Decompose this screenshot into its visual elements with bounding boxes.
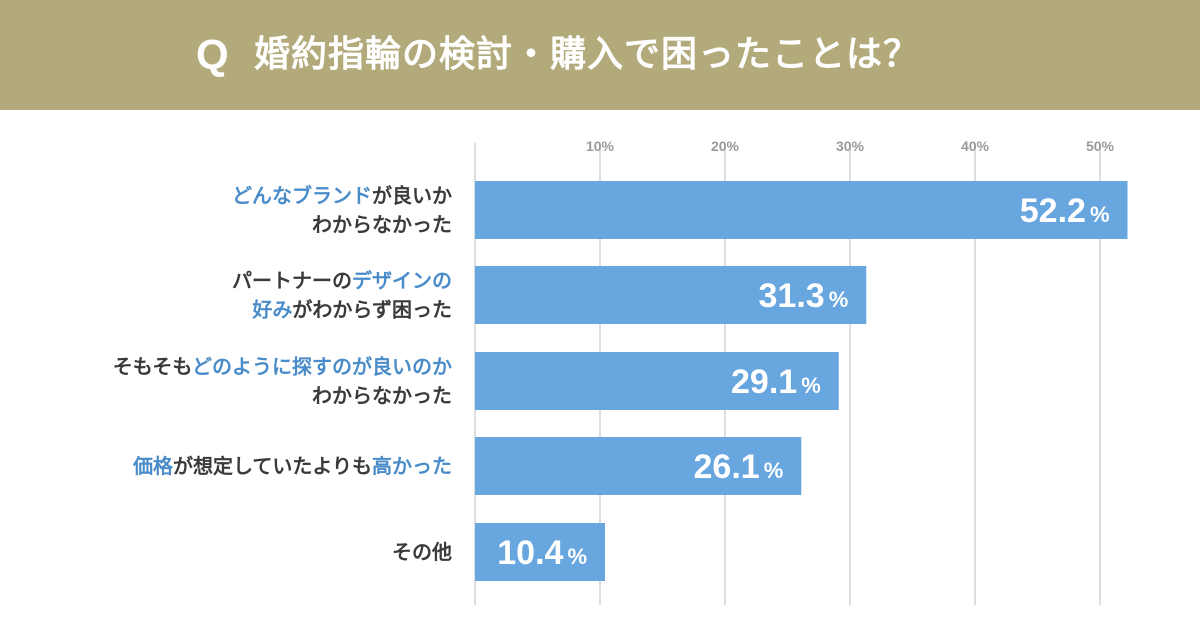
- data-label: 29.1%: [731, 363, 821, 401]
- question-mark-label: Q: [196, 31, 229, 78]
- category-label-text: その他: [392, 540, 452, 564]
- category-label-highlight: 価格: [132, 454, 174, 478]
- data-label-unit: %: [801, 373, 821, 398]
- category-label-text: わからなかった: [312, 213, 452, 237]
- category-label-text: わからなかった: [312, 384, 452, 408]
- category-label: 好みがわからず困った: [251, 298, 452, 322]
- bar: [475, 523, 605, 581]
- category-label-highlight: どんなブランド: [232, 184, 372, 208]
- category-label-text: が良いか: [372, 184, 452, 208]
- category-label-text: そもそも: [113, 355, 192, 379]
- data-label-value: 26.1: [694, 448, 760, 486]
- header-banner: Q 婚約指輪の検討・購入で困ったことは？: [0, 0, 1200, 110]
- category-label: そもそもどのように探すのが良いのか: [113, 355, 452, 379]
- data-label-unit: %: [829, 287, 849, 312]
- data-label: 26.1%: [694, 448, 784, 486]
- category-label: わからなかった: [312, 384, 452, 408]
- category-label-text: がわからず困った: [292, 298, 452, 322]
- tick-label: 50%: [1086, 138, 1115, 154]
- data-label-value: 29.1: [731, 363, 797, 401]
- category-label-text: が想定していたよりも: [173, 454, 372, 478]
- category-label-highlight: デザインの: [352, 269, 452, 293]
- bar: [475, 352, 839, 410]
- chart-title: 婚約指輪の検討・購入で困ったことは？: [254, 34, 921, 75]
- data-label: 10.4%: [497, 534, 587, 572]
- tick-label: 10%: [586, 138, 615, 154]
- category-label: 価格が想定していたよりも高かった: [132, 454, 452, 478]
- bar: [475, 437, 802, 495]
- bar: [475, 181, 1128, 239]
- data-label-unit: %: [1090, 202, 1110, 227]
- category-label-highlight: 好み: [251, 298, 292, 322]
- category-label: わからなかった: [312, 213, 452, 237]
- data-label: 52.2%: [1020, 192, 1110, 230]
- data-label-value: 52.2: [1020, 192, 1086, 230]
- tick-label: 30%: [836, 138, 865, 154]
- tick-label: 40%: [961, 138, 990, 154]
- category-label-highlight: 高かった: [372, 454, 452, 478]
- category-label-highlight: どのように探すのが良いのか: [192, 355, 452, 379]
- bar: [475, 266, 867, 324]
- data-label-unit: %: [764, 458, 784, 483]
- tick-label: 20%: [711, 138, 740, 154]
- data-label-unit: %: [567, 544, 587, 569]
- category-label: パートナーのデザインの: [232, 269, 452, 293]
- data-label-value: 10.4: [497, 534, 563, 572]
- category-label: どんなブランドが良いか: [232, 184, 452, 208]
- data-label: 31.3%: [759, 277, 849, 315]
- category-label: その他: [392, 540, 452, 564]
- data-label-value: 31.3: [759, 277, 825, 315]
- category-label-text: パートナーの: [232, 269, 352, 293]
